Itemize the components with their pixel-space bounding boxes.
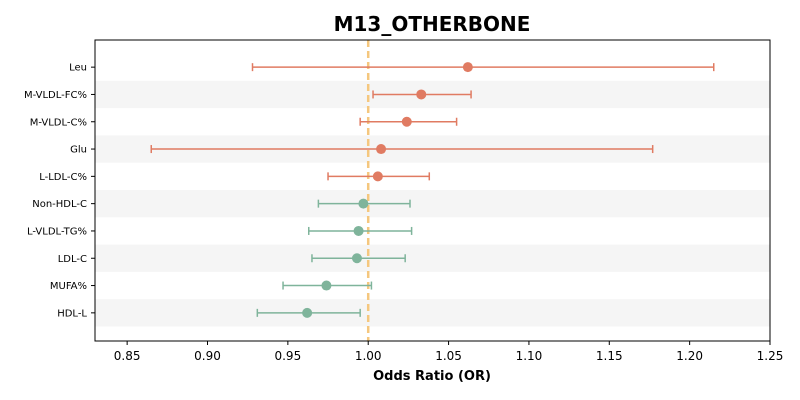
table-row: Glu: [70, 144, 654, 156]
or-point: [358, 198, 369, 209]
table-row: L-VLDL-TG%: [27, 225, 413, 237]
y-tick-label: M-VLDL-C%: [30, 117, 87, 128]
y-tick-label: Leu: [69, 63, 87, 74]
y-tick-label: Non-HDL-C: [32, 199, 87, 210]
data-rows: Leu M-VLDL-FC% M-VLDL-C% Glu L-LDL-C% Non-HDL…: [24, 62, 715, 319]
table-row: M-VLDL-FC%: [24, 89, 472, 101]
x-tick-label: 0.85: [114, 349, 141, 363]
or-point: [372, 171, 383, 182]
table-row: M-VLDL-C%: [30, 116, 458, 128]
row-band: [95, 244, 770, 272]
or-point: [401, 116, 412, 127]
or-point: [353, 225, 364, 236]
row-bands: [95, 80, 770, 327]
row-band: [95, 190, 770, 218]
x-tick-label: 0.95: [274, 349, 301, 363]
y-tick-label: L-LDL-C%: [39, 172, 87, 183]
y-tick-label: M-VLDL-FC%: [24, 90, 87, 101]
x-tick-label: 1.25: [757, 349, 784, 363]
y-tick-label: HDL-L: [57, 308, 87, 319]
x-tick-label: 1.20: [676, 349, 703, 363]
x-tick-label: 0.90: [194, 349, 221, 363]
or-point: [351, 253, 362, 264]
or-point: [416, 89, 427, 100]
chart-title: M13_OTHERBONE: [334, 12, 531, 36]
or-point: [302, 307, 313, 318]
or-point: [462, 62, 473, 73]
y-tick-label: Glu: [70, 145, 87, 156]
table-row: L-LDL-C%: [39, 171, 431, 183]
y-tick-label: L-VLDL-TG%: [27, 226, 87, 237]
table-row: LDL-C: [58, 253, 406, 265]
y-tick-label: LDL-C: [58, 254, 87, 265]
row-band: [95, 299, 770, 327]
or-point: [376, 144, 387, 155]
x-axis: 0.85 0.90 0.95 1.00 1.05 1.10 1.15 1.20 1.25: [114, 341, 784, 363]
x-tick-label: 1.00: [355, 349, 382, 363]
or-point: [321, 280, 332, 291]
plot-frame: [94, 39, 771, 342]
x-axis-label: Odds Ratio (OR): [373, 369, 491, 384]
x-tick-label: 1.05: [435, 349, 462, 363]
x-tick-label: 1.10: [516, 349, 543, 363]
x-tick-label: 1.15: [596, 349, 623, 363]
table-row: Leu: [69, 62, 715, 74]
y-tick-label: MUFA%: [50, 281, 87, 292]
table-row: Non-HDL-C: [32, 198, 411, 210]
table-row: HDL-L: [57, 307, 361, 319]
table-row: MUFA%: [50, 280, 373, 292]
